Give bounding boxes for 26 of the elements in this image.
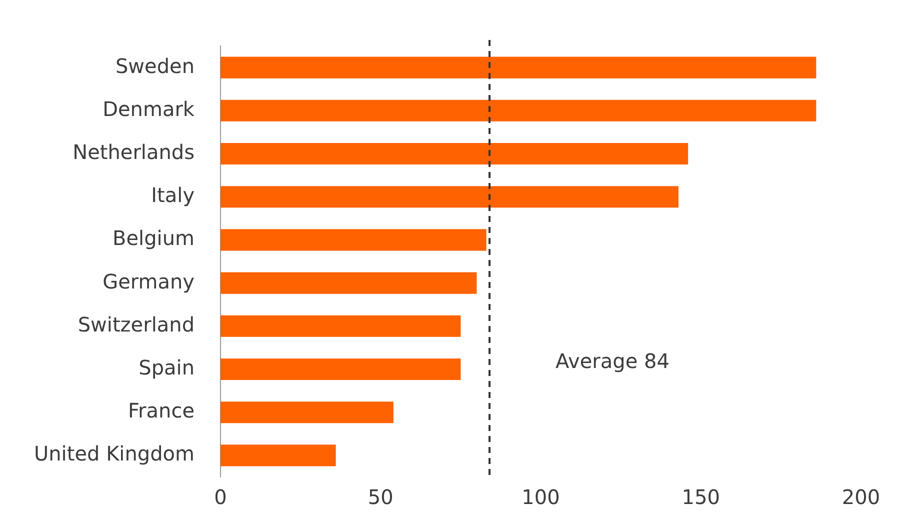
x-tick-label: 50 [368,485,394,510]
bar [220,186,678,208]
bar [220,358,461,380]
y-tick-label: Denmark [102,96,195,121]
bar [220,142,688,165]
y-tick-label: Netherlands [72,140,195,164]
y-tick-label: Italy [151,183,195,208]
bar [220,402,394,424]
ref-line-label: Average 84 [556,348,670,373]
bar [220,444,336,466]
x-tick-label: 200 [842,485,880,510]
bar [220,229,486,251]
x-tick-label: 100 [522,485,560,510]
y-tick-label: United Kingdom [34,442,195,466]
bar [220,100,816,122]
y-tick-label: France [128,398,195,423]
bar [220,56,816,78]
y-tick-label: Switzerland [78,312,195,336]
bar [220,272,477,294]
x-tick-label: 150 [682,485,720,510]
bar [220,315,461,337]
y-tick-label: Spain [138,355,195,380]
y-tick-label: Belgium [112,226,195,250]
y-tick-label: Sweden [115,54,195,78]
y-tick-label: Germany [102,269,195,294]
x-tick-label: 0 [214,485,227,510]
